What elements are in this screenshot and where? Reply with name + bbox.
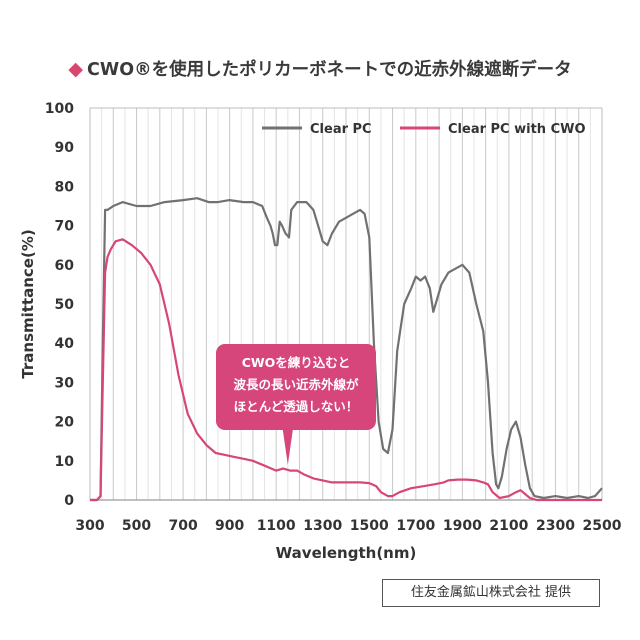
callout-text-line: ほとんど透過しない！ — [234, 399, 359, 414]
source-credit: 住友金属鉱山株式会社 提供 — [382, 579, 600, 607]
y-tick-label: 50 — [55, 297, 75, 313]
x-tick-label: 300 — [75, 518, 104, 534]
series-line-clear-pc-with-cwo — [90, 238, 602, 502]
y-tick-label: 10 — [55, 454, 75, 470]
y-tick-label: 30 — [55, 375, 75, 391]
x-tick-label: 2100 — [489, 518, 528, 534]
diamond-icon: ◆ — [68, 58, 84, 80]
x-tick-label: 1300 — [303, 518, 342, 534]
y-tick-label: 60 — [55, 258, 75, 274]
grid — [101, 108, 591, 500]
callout-box — [216, 344, 376, 430]
series-line-clear-pc — [90, 197, 603, 502]
x-tick-label: 1900 — [443, 518, 482, 534]
y-tick-label: 0 — [64, 493, 74, 509]
y-tick-label: 80 — [55, 179, 75, 195]
x-tick-label: 2500 — [583, 518, 622, 534]
x-tick-label: 500 — [122, 518, 151, 534]
y-tick-label: 90 — [55, 140, 75, 156]
series-lines — [90, 197, 603, 502]
y-axis-label: Transmittance(%) — [19, 229, 37, 378]
x-tick-label: 2300 — [536, 518, 575, 534]
legend-label: Clear PC — [310, 122, 372, 137]
y-tick-label: 70 — [55, 219, 75, 235]
legend: Clear PC Clear PC with CWO — [262, 122, 586, 137]
callout-text-line: CWOを練り込むと — [242, 355, 351, 370]
x-tick-label: 1100 — [257, 518, 296, 534]
callout-text-line: 波長の長い近赤外線が — [233, 377, 359, 392]
y-tick-label: 100 — [45, 101, 74, 117]
x-tick-label: 700 — [168, 518, 197, 534]
y-tick-label: 20 — [55, 415, 75, 431]
x-tick-label: 1500 — [350, 518, 389, 534]
y-tick-label: 40 — [55, 336, 75, 352]
chart-title: ◆ CWO®を使用したポリカーボネートでの近赤外線遮断データ — [0, 56, 640, 81]
x-tick-label: 1700 — [396, 518, 435, 534]
chart-title-text: CWO®を使用したポリカーボネートでの近赤外線遮断データ — [87, 60, 572, 80]
x-axis-label: Wavelength(nm) — [276, 544, 417, 562]
x-tick-label: 900 — [215, 518, 244, 534]
axes: 0 10 20 30 40 50 60 70 80 90 100 300 500 700 900 1100 13… — [19, 101, 622, 562]
legend-label: Clear PC with CWO — [448, 122, 586, 137]
callout-pointer — [282, 430, 293, 465]
